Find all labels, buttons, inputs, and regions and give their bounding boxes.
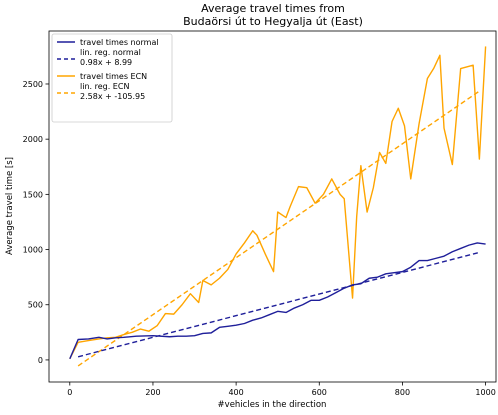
y-axis-ticks: 0 500 1000 1500 2000 2500 <box>23 80 49 365</box>
y-tick-label: 1500 <box>23 190 43 199</box>
series-line-travel-times-ecn <box>69 46 487 360</box>
y-tick-label: 2500 <box>23 80 43 89</box>
legend-label-linreg-normal: lin. reg. normal <box>80 48 141 57</box>
chart-title-line2: Budaörsi út to Hegyalja út (East) <box>183 15 363 28</box>
plot-border <box>48 30 497 383</box>
y-tick-label: 1000 <box>23 246 43 255</box>
legend-label-normal: travel times normal <box>80 38 159 47</box>
series-line-lin-reg-ecn <box>77 90 480 367</box>
series-line-travel-times-normal <box>69 242 486 360</box>
x-tick-label: 0 <box>67 388 72 397</box>
legend-label-linreg-ecn: lin. reg. ECN <box>80 82 129 91</box>
x-tick-label: 200 <box>145 388 160 397</box>
y-tick-label: 500 <box>28 301 43 310</box>
x-tick-label: 600 <box>312 388 327 397</box>
series-layer <box>69 46 487 367</box>
x-axis-label: #vehicles in the direction <box>218 400 327 410</box>
x-axis-ticks: 0 200 400 600 800 1000 <box>67 382 496 397</box>
x-tick-label: 1000 <box>475 388 495 397</box>
legend: travel times normal lin. reg. normal 0.9… <box>51 33 173 123</box>
y-tick-label: 0 <box>38 356 43 365</box>
x-tick-label: 800 <box>395 388 410 397</box>
legend-label-ecn: travel times ECN <box>80 72 147 81</box>
y-tick-label: 2000 <box>23 135 43 144</box>
chart-title-line1: Average travel times from <box>201 2 345 15</box>
legend-label-linreg-ecn-equation: 2.58x + -105.95 <box>80 92 145 101</box>
y-axis-label: Average travel time [s] <box>5 157 15 255</box>
legend-label-linreg-normal-equation: 0.98x + 8.99 <box>80 58 132 67</box>
legend-box <box>51 33 173 123</box>
series-line-lin-reg-normal <box>77 251 480 358</box>
plot-area <box>48 30 497 383</box>
x-tick-label: 400 <box>228 388 243 397</box>
